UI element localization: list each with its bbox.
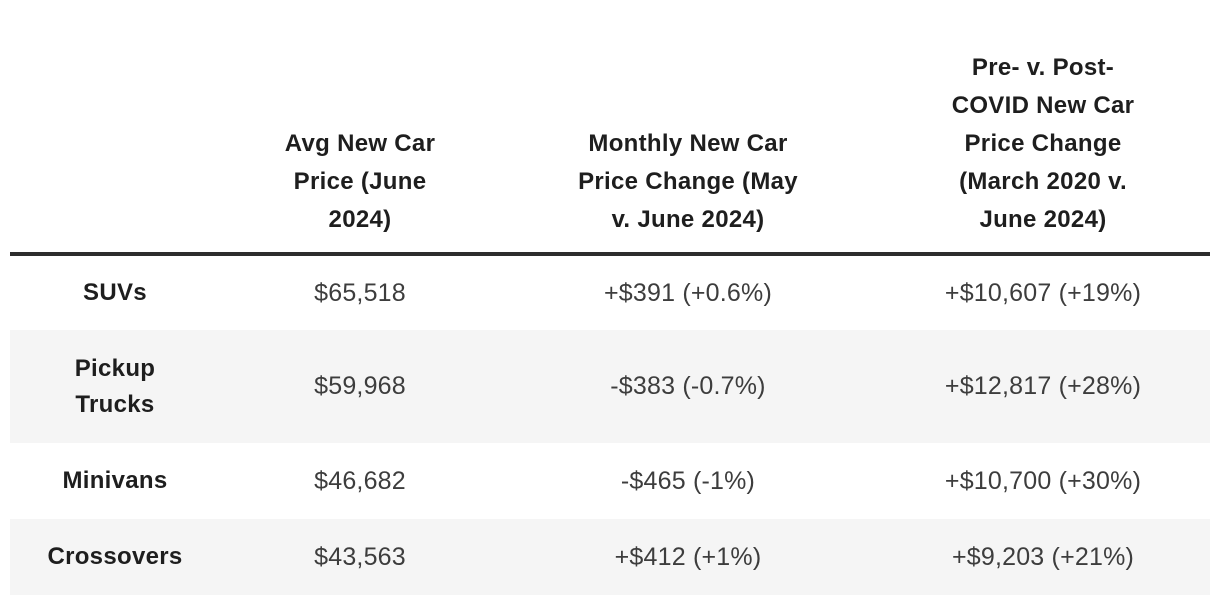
row-label-minivans: Minivans (62, 467, 168, 494)
covid-change-cell: +$10,700 (+30%) (944, 466, 1142, 495)
monthly-change-cell: +$391 (+0.6%) (604, 278, 772, 307)
column-header-covid-change: Pre- v. Post- COVID New Car Price Change… (876, 0, 1210, 256)
row-label-suvs: SUVs (83, 279, 147, 306)
header-row: Avg New Car Price (June 2024) Monthly Ne… (10, 0, 1210, 256)
car-price-table: Avg New Car Price (June 2024) Monthly Ne… (10, 0, 1210, 595)
monthly-change-cell: +$412 (+1%) (614, 542, 762, 571)
corner-cell (10, 0, 220, 256)
row-label-pickup-trucks: Pickup Trucks (74, 354, 156, 418)
covid-change-cell: +$10,607 (+19%) (944, 278, 1142, 307)
monthly-change-cell: -$383 (-0.7%) (610, 372, 766, 400)
avg-price-cell: $65,518 (314, 278, 406, 307)
table-row-suvs: SUVs $65,518 +$391 (+0.6%) +$10,607 (+19… (10, 254, 1210, 330)
covid-change-cell: +$12,817 (+28%) (944, 372, 1142, 400)
covid-change-cell: +$9,203 (+21%) (951, 542, 1135, 571)
monthly-change-cell: -$465 (-1%) (620, 466, 756, 495)
avg-price-cell: $43,563 (314, 542, 406, 571)
avg-price-cell: $46,682 (314, 466, 406, 495)
avg-price-cell: $59,968 (314, 372, 406, 400)
table-row-pickup-trucks: Pickup Trucks $59,968 -$383 (-0.7%) +$12… (10, 330, 1210, 443)
column-header-avg-price: Avg New Car Price (June 2024) (220, 0, 500, 256)
column-header-monthly-change: Monthly New Car Price Change (May v. Jun… (500, 0, 876, 256)
table-row-crossovers: Crossovers $43,563 +$412 (+1%) +$9,203 (… (10, 519, 1210, 595)
row-label-crossovers: Crossovers (47, 543, 183, 570)
table-row-minivans: Minivans $46,682 -$465 (-1%) +$10,700 (+… (10, 443, 1210, 519)
